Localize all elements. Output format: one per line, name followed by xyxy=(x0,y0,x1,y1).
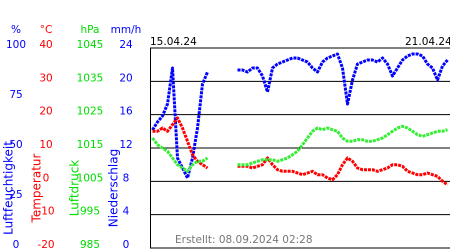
y-tick-label: 1015 xyxy=(77,139,104,151)
y-tick-label: 0 xyxy=(43,172,50,184)
axis-unit: mm/h xyxy=(111,24,142,36)
axis-unit: hPa xyxy=(81,24,100,36)
footer: Erstellt: 08.09.2024 02:28 xyxy=(175,234,313,246)
y-tick-label: 30 xyxy=(39,72,52,84)
y-tick-label: -20 xyxy=(37,239,54,250)
y-tick-label: 24 xyxy=(119,39,133,51)
y-tick-label: 985 xyxy=(80,239,100,250)
axis-title: Niederschlag xyxy=(107,149,121,227)
y-tick-label: 995 xyxy=(80,206,100,218)
y-tick-label: 4 xyxy=(123,206,130,218)
y-tick-label: 20 xyxy=(119,72,132,84)
x-tick-label: 21.04.24 xyxy=(405,36,450,48)
y-tick-label: 12 xyxy=(119,139,132,151)
axis-title: Luftfeuchtigkeit xyxy=(2,141,16,235)
y-tick-label: 50 xyxy=(9,139,22,151)
axis-title: Luftdruck xyxy=(68,160,82,217)
x-tick-label: 15.04.24 xyxy=(150,36,197,48)
y-tick-label: 1045 xyxy=(77,39,104,51)
y-tick-label: -10 xyxy=(37,206,54,218)
y-tick-label: 20 xyxy=(39,106,52,118)
y-tick-label: 0 xyxy=(13,239,20,250)
y-tick-label: 1025 xyxy=(77,106,104,118)
y-tick-label: 10 xyxy=(39,139,52,151)
y-tick-label: 1005 xyxy=(77,172,104,184)
series-line xyxy=(151,52,449,180)
y-tick-label: 40 xyxy=(39,39,52,51)
y-tick-label: 1035 xyxy=(77,72,104,84)
axis-unit: % xyxy=(11,24,21,36)
axis-unit: °C xyxy=(40,24,53,36)
y-tick-label: 16 xyxy=(119,106,133,118)
axis-title: Temperatur xyxy=(30,153,44,223)
y-tick-label: 25 xyxy=(9,189,22,201)
y-tick-label: 100 xyxy=(6,39,26,51)
y-tick-label: 8 xyxy=(123,172,130,184)
y-tick-label: 0 xyxy=(123,239,130,250)
y-tick-label: 75 xyxy=(9,89,22,101)
series-line xyxy=(151,124,448,173)
